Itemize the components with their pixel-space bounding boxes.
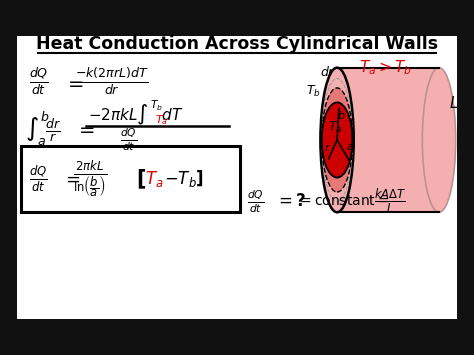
Ellipse shape (322, 88, 353, 192)
Text: $L$: $L$ (449, 95, 459, 111)
Ellipse shape (322, 102, 353, 178)
Text: $\frac{dQ}{dt}$: $\frac{dQ}{dt}$ (28, 164, 47, 194)
Text: $r$: $r$ (324, 142, 331, 153)
FancyBboxPatch shape (18, 36, 456, 319)
Text: $T_a > T_b$: $T_a > T_b$ (359, 58, 411, 77)
Text: $-2\pi kL\int^{T_b}dT$: $-2\pi kL\int^{T_b}dT$ (88, 98, 183, 127)
Text: $\frac{dQ}{dt}$: $\frac{dQ}{dt}$ (28, 67, 48, 98)
Text: $\frac{kA\Delta T}{L}$: $\frac{kA\Delta T}{L}$ (374, 187, 407, 215)
Ellipse shape (422, 68, 456, 212)
Text: $T_a$: $T_a$ (328, 119, 342, 135)
Text: $\mathbf{[}$: $\mathbf{[}$ (136, 167, 146, 191)
Ellipse shape (320, 68, 354, 212)
FancyBboxPatch shape (21, 146, 240, 212)
Text: $T_a$: $T_a$ (145, 169, 164, 189)
Text: $\frac{dQ}{dt}$: $\frac{dQ}{dt}$ (120, 126, 137, 153)
Text: $T_a$: $T_a$ (155, 114, 168, 127)
Text: $dr$: $dr$ (320, 65, 336, 79)
Text: $= \mathbf{?}$: $= \mathbf{?}$ (275, 192, 306, 210)
Text: $\frac{2\pi kL}{\ln\!\left(\dfrac{b}{a}\right)}$: $\frac{2\pi kL}{\ln\!\left(\dfrac{b}{a}\… (73, 159, 107, 199)
Text: $=\mathrm{constant}=$: $=\mathrm{constant}=$ (297, 194, 390, 208)
Text: $a$: $a$ (346, 142, 354, 152)
Text: $\frac{-k(2\pi rL)dT}{dr}$: $\frac{-k(2\pi rL)dT}{dr}$ (75, 67, 149, 98)
Text: $=$: $=$ (62, 170, 81, 188)
Text: $\int_a^b\!\frac{dr}{r}$: $\int_a^b\!\frac{dr}{r}$ (25, 110, 61, 148)
Text: $- T_b\mathbf{]}$: $- T_b\mathbf{]}$ (164, 168, 204, 189)
Text: Heat Conduction Across Cylindrical Walls: Heat Conduction Across Cylindrical Walls (36, 34, 438, 53)
Text: $T_b$: $T_b$ (306, 84, 320, 99)
Text: $=$: $=$ (75, 119, 95, 138)
Text: $=$: $=$ (64, 73, 84, 92)
Text: $b$: $b$ (337, 109, 345, 121)
Polygon shape (337, 68, 439, 212)
Text: $\frac{dQ}{dt}$: $\frac{dQ}{dt}$ (247, 188, 264, 215)
